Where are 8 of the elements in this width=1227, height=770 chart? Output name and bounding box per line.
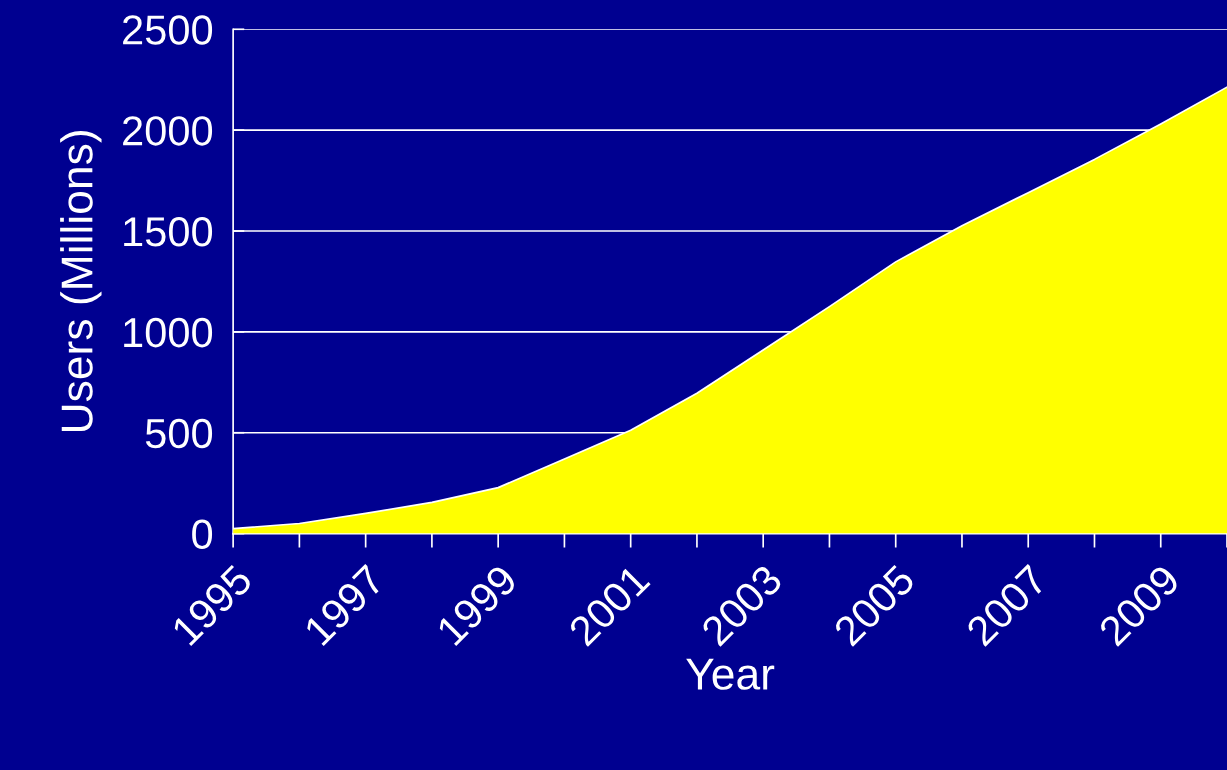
y-tick-label: 1500 bbox=[124, 217, 213, 247]
y-tick-label: 1000 bbox=[124, 317, 213, 348]
y-tick-label: 0 bbox=[192, 519, 213, 550]
y-tick-label: 2000 bbox=[123, 116, 213, 146]
y-tick-label: 500 bbox=[145, 418, 213, 449]
x-axis-title: Year bbox=[686, 658, 775, 690]
y-axis-title: Users (Millions) bbox=[60, 131, 102, 432]
y-tick-label: 2500 bbox=[123, 15, 213, 45]
